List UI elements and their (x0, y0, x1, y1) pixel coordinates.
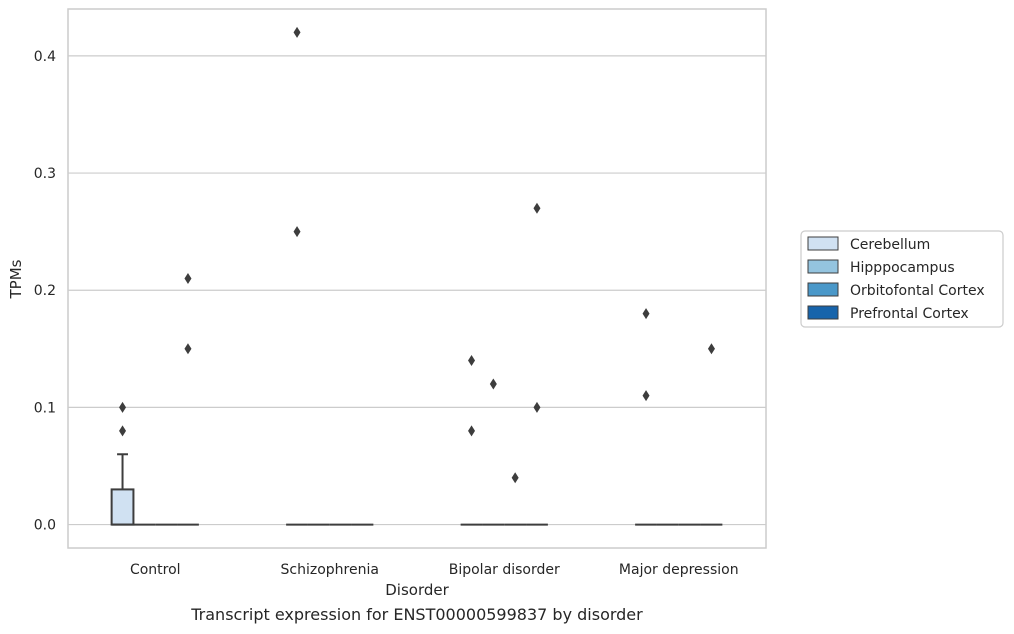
outlier-point (511, 472, 519, 484)
legend-box (800, 230, 1004, 328)
box (526, 202, 548, 526)
outlier-point (642, 390, 650, 402)
x-tick-label: Bipolar disorder (449, 562, 560, 578)
y-tick-label: 0.0 (34, 518, 56, 534)
outlier-point (707, 343, 715, 355)
legend-label: Hipppocampus (850, 260, 955, 276)
y-axis-label: TPMs (7, 259, 25, 299)
legend-label: Prefrontal Cortex (850, 306, 969, 322)
box (177, 273, 199, 526)
legend-label: Cerebellum (850, 237, 930, 253)
y-tick-label: 0.1 (34, 400, 56, 416)
box (635, 308, 657, 526)
chart-caption: Transcript expression for ENST0000059983… (191, 605, 643, 624)
outlier-point (642, 308, 650, 320)
outlier-point (293, 26, 301, 38)
legend-swatch (807, 305, 839, 320)
outlier-point (533, 401, 541, 413)
y-tick-label: 0.3 (34, 166, 56, 182)
box (504, 472, 527, 526)
box (110, 401, 135, 526)
box (700, 343, 723, 526)
outlier-point (489, 378, 497, 390)
y-axis-ticks: 0.0 0.1 0.2 0.3 0.4 (34, 49, 56, 534)
x-axis-ticks: Control Schizophrenia Bipolar disorder Majo… (130, 562, 739, 578)
box-plot-series (110, 26, 723, 526)
x-tick-label: Major depression (619, 562, 739, 578)
outlier-point (184, 273, 192, 284)
outlier-point (468, 355, 476, 367)
outlier-point (533, 202, 541, 214)
x-axis-label: Disorder (385, 581, 449, 599)
outlier-point (119, 401, 127, 413)
legend-swatch (807, 259, 839, 274)
outlier-point (293, 226, 301, 238)
box (482, 378, 505, 526)
box (286, 26, 308, 526)
legend-label: Orbitofontal Cortex (850, 283, 985, 299)
outlier-point (119, 425, 127, 437)
legend-swatch (807, 282, 839, 297)
box-body (110, 488, 135, 526)
outlier-point (468, 425, 476, 437)
x-tick-label: Control (130, 562, 181, 578)
x-tick-label: Schizophrenia (281, 562, 379, 578)
legend-swatch (807, 236, 839, 251)
plot-frame (67, 8, 767, 549)
y-tick-label: 0.2 (34, 283, 56, 299)
grid-lines (68, 55, 766, 526)
outlier-point (184, 343, 192, 355)
box (460, 355, 483, 526)
y-tick-label: 0.4 (34, 49, 56, 65)
legend: Cerebellum Hipppocampus Orbitofontal Corte… (800, 230, 1004, 328)
